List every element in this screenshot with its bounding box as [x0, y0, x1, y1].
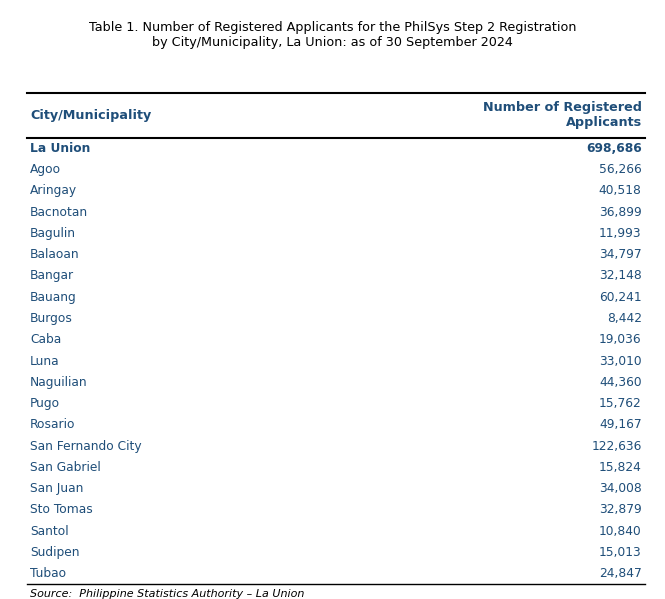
Text: 8,442: 8,442 — [606, 312, 642, 325]
Text: Santol: Santol — [30, 525, 68, 538]
Text: 33,010: 33,010 — [599, 355, 642, 368]
Text: Number of Registered
Applicants: Number of Registered Applicants — [483, 101, 642, 129]
Text: Tubao: Tubao — [30, 567, 66, 580]
Text: 40,518: 40,518 — [599, 184, 642, 198]
Text: 32,879: 32,879 — [599, 503, 642, 516]
Text: San Fernando City: San Fernando City — [30, 440, 142, 453]
Text: Bagulin: Bagulin — [30, 227, 76, 240]
Text: Burgos: Burgos — [30, 312, 72, 325]
Text: Rosario: Rosario — [30, 418, 75, 431]
Text: 15,762: 15,762 — [599, 397, 642, 410]
Text: 36,899: 36,899 — [599, 205, 642, 219]
Text: Sudipen: Sudipen — [30, 546, 79, 559]
Text: Sto Tomas: Sto Tomas — [30, 503, 92, 516]
Text: 56,266: 56,266 — [599, 163, 642, 176]
Text: Balaoan: Balaoan — [30, 248, 80, 261]
Text: Bauang: Bauang — [30, 291, 76, 304]
Text: 19,036: 19,036 — [599, 333, 642, 346]
Text: 698,686: 698,686 — [586, 142, 642, 155]
Text: Aringay: Aringay — [30, 184, 77, 198]
Text: Pugo: Pugo — [30, 397, 60, 410]
Text: 10,840: 10,840 — [599, 525, 642, 538]
Text: Agoo: Agoo — [30, 163, 61, 176]
Text: Caba: Caba — [30, 333, 61, 346]
Text: 122,636: 122,636 — [591, 440, 642, 453]
Text: 15,824: 15,824 — [599, 461, 642, 474]
Text: 34,008: 34,008 — [599, 482, 642, 495]
Text: 24,847: 24,847 — [599, 567, 642, 580]
Text: 44,360: 44,360 — [599, 376, 642, 389]
Text: Source:  Philippine Statistics Authority – La Union: Source: Philippine Statistics Authority … — [30, 589, 305, 599]
Text: 34,797: 34,797 — [599, 248, 642, 261]
Text: San Juan: San Juan — [30, 482, 83, 495]
Text: Luna: Luna — [30, 355, 60, 368]
Text: 49,167: 49,167 — [599, 418, 642, 431]
Text: Table 1. Number of Registered Applicants for the PhilSys Step 2 Registration
by : Table 1. Number of Registered Applicants… — [88, 21, 577, 49]
Text: San Gabriel: San Gabriel — [30, 461, 100, 474]
Text: 60,241: 60,241 — [599, 291, 642, 304]
Text: 15,013: 15,013 — [599, 546, 642, 559]
Text: Bangar: Bangar — [30, 270, 74, 283]
Text: City/Municipality: City/Municipality — [30, 109, 151, 122]
Text: Naguilian: Naguilian — [30, 376, 88, 389]
Text: La Union: La Union — [30, 142, 90, 155]
Text: 11,993: 11,993 — [599, 227, 642, 240]
Text: Bacnotan: Bacnotan — [30, 205, 88, 219]
Text: 32,148: 32,148 — [599, 270, 642, 283]
